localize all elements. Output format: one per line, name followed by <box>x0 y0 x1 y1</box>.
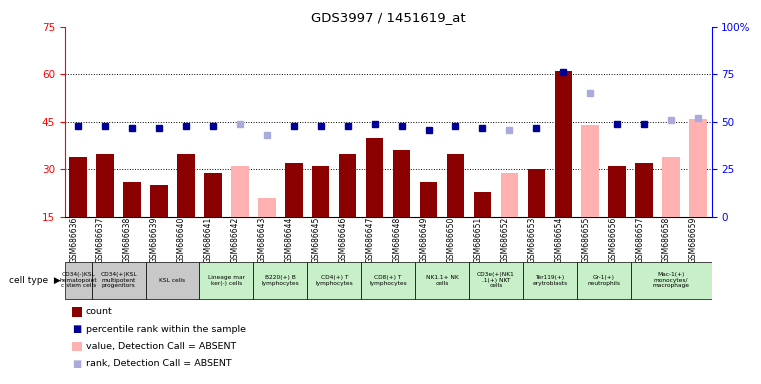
Bar <box>366 138 384 217</box>
Text: value, Detection Call = ABSENT: value, Detection Call = ABSENT <box>86 342 236 351</box>
Text: count: count <box>86 308 113 316</box>
Bar <box>145 262 199 299</box>
Bar <box>312 166 330 217</box>
Text: GSM686644: GSM686644 <box>285 217 294 263</box>
Bar <box>339 154 356 217</box>
Text: Lineage mar
ker(-) cells: Lineage mar ker(-) cells <box>208 275 245 286</box>
Bar <box>231 166 249 217</box>
Bar <box>65 262 91 299</box>
Text: GSM686638: GSM686638 <box>123 217 132 263</box>
Bar <box>577 262 631 299</box>
Text: cell type  ▶: cell type ▶ <box>9 276 61 285</box>
Text: Mac-1(+)
monocytes/
macrophage: Mac-1(+) monocytes/ macrophage <box>653 272 689 288</box>
Text: GSM686655: GSM686655 <box>581 217 591 263</box>
Text: GSM686649: GSM686649 <box>419 217 428 263</box>
Text: GSM686636: GSM686636 <box>69 217 78 263</box>
Bar <box>527 169 545 217</box>
Bar <box>253 262 307 299</box>
Text: CD8(+) T
lymphocytes: CD8(+) T lymphocytes <box>369 275 407 286</box>
Text: B220(+) B
lymphocytes: B220(+) B lymphocytes <box>262 275 299 286</box>
Bar <box>635 163 653 217</box>
Bar <box>97 154 114 217</box>
Text: rank, Detection Call = ABSENT: rank, Detection Call = ABSENT <box>86 359 231 368</box>
Text: GSM686654: GSM686654 <box>554 217 563 263</box>
Bar <box>285 163 303 217</box>
Text: GSM686642: GSM686642 <box>231 217 240 263</box>
Text: GDS3997 / 1451619_at: GDS3997 / 1451619_at <box>310 12 466 25</box>
Bar <box>581 125 599 217</box>
Bar <box>199 262 253 299</box>
Bar <box>447 154 464 217</box>
Text: GSM686641: GSM686641 <box>204 217 213 263</box>
Bar <box>501 173 518 217</box>
Text: NK1.1+ NK
cells: NK1.1+ NK cells <box>425 275 458 286</box>
Text: GSM686656: GSM686656 <box>608 217 617 263</box>
Text: GSM686640: GSM686640 <box>177 217 186 263</box>
Bar <box>393 151 410 217</box>
Text: KSL cells: KSL cells <box>160 278 186 283</box>
Bar <box>177 154 195 217</box>
Bar <box>150 185 167 217</box>
Bar <box>415 262 469 299</box>
Bar <box>307 262 361 299</box>
Bar <box>204 173 221 217</box>
Text: ■: ■ <box>72 324 82 334</box>
Bar <box>473 192 491 217</box>
Bar <box>69 157 87 217</box>
Text: GSM686658: GSM686658 <box>662 217 671 263</box>
Text: CD3e(+)NK1
.1(+) NKT
cells: CD3e(+)NK1 .1(+) NKT cells <box>477 272 514 288</box>
Text: CD4(+) T
lymphocytes: CD4(+) T lymphocytes <box>315 275 353 286</box>
Text: GSM686651: GSM686651 <box>473 217 482 263</box>
Bar <box>91 262 145 299</box>
Text: Gr-1(+)
neutrophils: Gr-1(+) neutrophils <box>587 275 620 286</box>
Text: GSM686645: GSM686645 <box>312 217 320 263</box>
Bar <box>609 166 626 217</box>
Text: GSM686652: GSM686652 <box>501 217 509 263</box>
Text: percentile rank within the sample: percentile rank within the sample <box>86 325 246 334</box>
Text: CD34(+)KSL
multipotent
progenitors: CD34(+)KSL multipotent progenitors <box>100 272 137 288</box>
Text: ■: ■ <box>72 359 82 369</box>
Text: GSM686647: GSM686647 <box>365 217 374 263</box>
Bar <box>662 157 680 217</box>
Bar <box>123 182 141 217</box>
Text: GSM686657: GSM686657 <box>635 217 644 263</box>
Text: Ter119(+)
erytroblasts: Ter119(+) erytroblasts <box>532 275 568 286</box>
Text: GSM686650: GSM686650 <box>447 217 456 263</box>
Bar <box>689 119 707 217</box>
Text: GSM686653: GSM686653 <box>527 217 537 263</box>
Bar <box>420 182 438 217</box>
Bar <box>523 262 577 299</box>
Text: GSM686659: GSM686659 <box>689 217 698 263</box>
Bar <box>469 262 523 299</box>
Text: GSM686637: GSM686637 <box>96 217 105 263</box>
Text: GSM686643: GSM686643 <box>258 217 267 263</box>
Text: GSM686646: GSM686646 <box>339 217 348 263</box>
Bar <box>555 71 572 217</box>
Bar <box>258 198 275 217</box>
Text: CD34(-)KSL
hematopoiet
c stem cells: CD34(-)KSL hematopoiet c stem cells <box>59 272 97 288</box>
Bar <box>361 262 415 299</box>
Text: GSM686639: GSM686639 <box>150 217 159 263</box>
Text: GSM686648: GSM686648 <box>393 217 402 263</box>
Bar <box>631 262 712 299</box>
